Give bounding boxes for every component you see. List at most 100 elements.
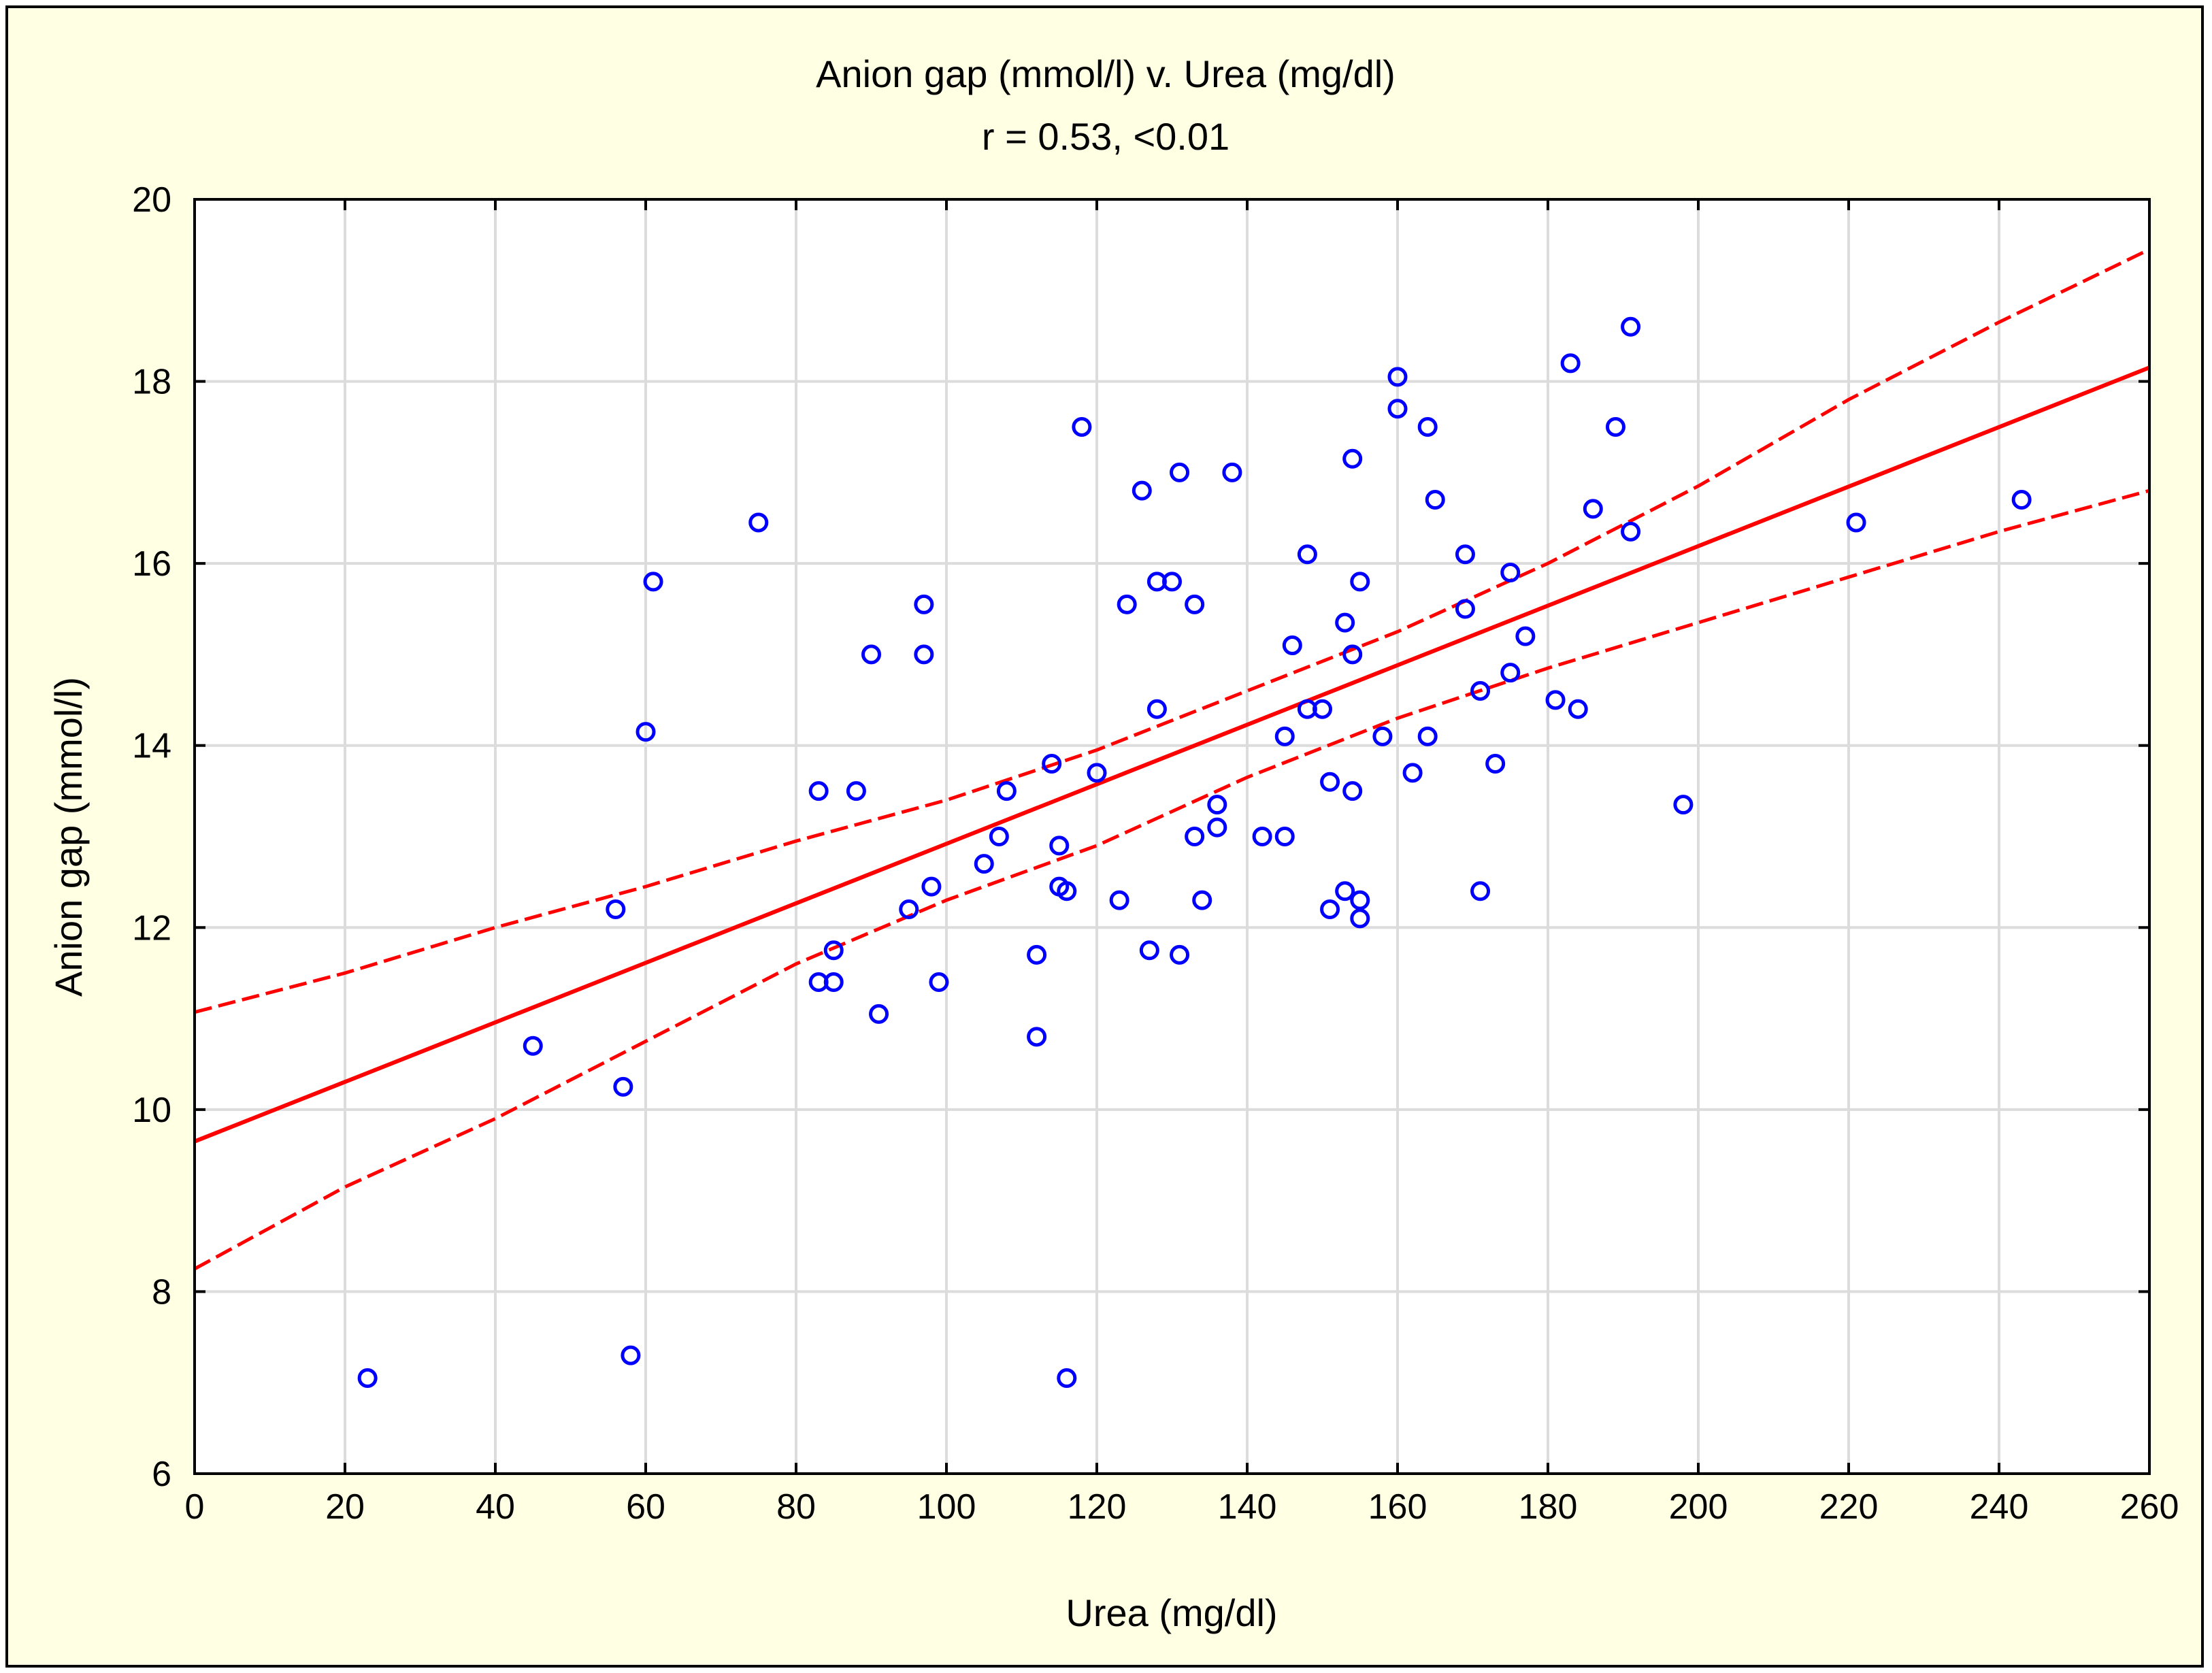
data-point [1027,944,1047,965]
data-point [1170,462,1190,482]
x-tick-label: 0 [185,1487,205,1527]
data-point [1402,763,1423,783]
y-tick-label: 10 [132,1091,171,1130]
data-point [899,899,919,920]
data-point [1117,594,1137,614]
data-point [1673,795,1694,815]
data-point [1342,644,1363,665]
data-point [1207,817,1227,838]
data-point [635,722,656,742]
data-point [1387,399,1408,419]
data-point [1146,699,1167,719]
data-point [1455,599,1475,619]
data-point [1207,795,1227,815]
data-point [613,1076,633,1097]
data-point [1470,881,1491,901]
data-point [1162,572,1182,592]
data-point [1320,772,1340,792]
data-point [996,781,1017,801]
data-point [1350,908,1370,929]
data-point [1583,499,1603,519]
plot-border [193,198,2151,1475]
data-point [1185,827,1205,846]
data-point [1605,416,1625,437]
data-point [823,940,844,961]
y-tick-label: 16 [132,544,171,584]
data-point [846,781,866,801]
x-tick-label: 140 [1218,1487,1277,1527]
regression-fit [193,365,2151,1144]
data-point [1139,940,1159,961]
y-tick-label: 6 [152,1455,171,1494]
data-point [1192,890,1212,910]
data-point [2011,489,2032,510]
data-point [1350,890,1370,910]
x-tick-label: 240 [1970,1487,2029,1527]
data-point [1313,699,1332,719]
plot-area [195,199,2149,1474]
x-tick-label: 120 [1068,1487,1127,1527]
axis-ticks: 0 20 40 60 80 100 120 140 160 180 200 220 240 260 6 8 10… [132,180,2179,1527]
data-point [1425,489,1445,510]
data-point [1335,881,1355,901]
data-point [921,876,942,897]
regression-line [193,365,2151,1144]
data-point [823,972,844,993]
grid-lines [195,199,2149,1474]
data-point [861,644,881,665]
data-point [808,781,829,801]
y-axis-label: Anion gap (mmol/l) [47,677,90,997]
data-point [1387,367,1408,387]
data-point [357,1368,378,1389]
y-tick-label: 20 [132,180,171,220]
lower-confidence-line [193,488,2150,1271]
data-point [1372,726,1393,746]
y-tick-label: 8 [152,1272,171,1312]
data-point [621,1345,641,1365]
data-point [1320,899,1340,920]
data-point [989,827,1009,846]
data-point [1455,544,1475,565]
data-point [1350,572,1370,592]
x-tick-label: 260 [2120,1487,2179,1527]
y-tick-label: 14 [132,727,171,766]
data-point [914,644,934,665]
data-point [1049,835,1070,856]
data-point [1417,726,1438,746]
chart-title: Anion gap (mmol/l) v. Urea (mg/dl) [816,52,1396,95]
data-point [1560,353,1581,374]
data-point [1342,781,1363,801]
data-point [523,1036,543,1056]
x-tick-label: 200 [1669,1487,1728,1527]
x-tick-label: 60 [626,1487,665,1527]
data-point [869,1004,889,1024]
data-point [1500,663,1521,683]
x-tick-label: 100 [917,1487,976,1527]
data-point [1297,544,1317,565]
data-point [1621,316,1641,337]
data-point [1274,726,1295,746]
data-point [914,594,934,614]
data-point [1109,890,1129,910]
data-point [1057,1368,1077,1389]
data-point [1282,635,1302,656]
upper-confidence-line [194,248,2151,1014]
data-point [643,572,663,592]
x-tick-label: 220 [1819,1487,1879,1527]
data-point [1252,827,1272,846]
data-point [1417,416,1438,437]
data-point [1170,944,1190,965]
data-point [1846,512,1866,533]
data-point [1342,448,1363,469]
data-point [974,854,994,874]
confidence-band [193,248,2151,1271]
data-point [1335,612,1355,633]
data-point [1470,680,1491,701]
data-point [1485,753,1506,774]
data-point [1057,881,1077,901]
data-point [1568,699,1588,719]
x-tick-label: 40 [476,1487,515,1527]
data-point [1621,521,1641,542]
data-point [1087,763,1107,783]
